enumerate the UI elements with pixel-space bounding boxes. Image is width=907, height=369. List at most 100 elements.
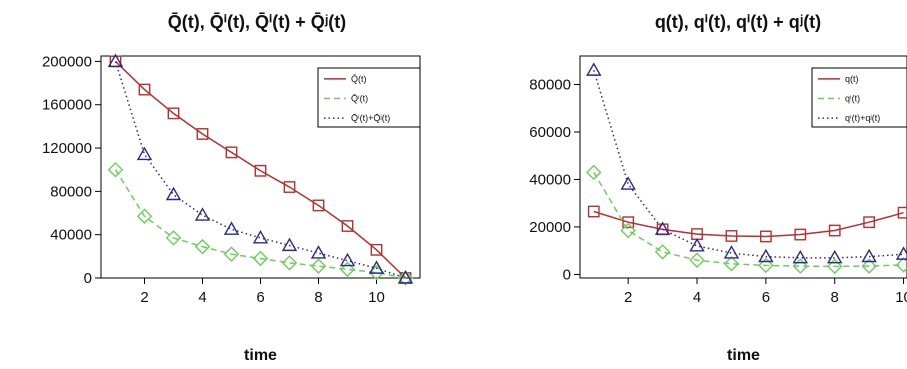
- data-point: [310, 245, 327, 259]
- series-line: [593, 171, 904, 268]
- data-point: [138, 83, 151, 96]
- data-point: [339, 261, 356, 278]
- data-point: [758, 248, 774, 263]
- data-point: [689, 252, 705, 268]
- y-tick-label: 80000: [529, 76, 571, 93]
- data-point: [107, 161, 124, 178]
- data-point: [723, 256, 740, 272]
- data-point: [283, 181, 296, 193]
- x-axis-label: time: [244, 347, 277, 364]
- y-tick-label: 200000: [42, 53, 92, 70]
- legend-entry: Q̄ⁱ(t)+Q̄ʲ(t): [351, 113, 390, 123]
- data-point: [196, 128, 209, 140]
- y-tick-label: 20000: [529, 219, 571, 236]
- legend-entry: qⁱ(t)+qʲ(t): [845, 113, 880, 123]
- legend-entry: qⁱ(t): [845, 93, 860, 103]
- data-point: [370, 243, 383, 256]
- series-line: [593, 210, 904, 238]
- data-point: [368, 260, 385, 274]
- legend: Q̄(t) Q̄ⁱ(t) Q̄ⁱ(t)+Q̄ʲ(t): [317, 67, 421, 128]
- data-point: [828, 224, 841, 237]
- data-point: [223, 221, 240, 235]
- legend-box: [317, 67, 421, 128]
- x-tick-label: 8: [831, 289, 839, 306]
- data-point: [861, 258, 877, 274]
- data-point: [792, 249, 809, 264]
- data-point: [654, 221, 671, 235]
- data-point: [689, 238, 705, 252]
- data-point: [281, 237, 298, 252]
- data-point: [895, 257, 907, 273]
- right-chart-panel: q(t), qⁱ(t), qⁱ(t) + qʲ(t) 0 20000 40000 600…: [529, 12, 907, 364]
- legend-entry: Q̄ⁱ(t): [351, 93, 368, 103]
- data-point: [895, 246, 907, 260]
- data-point: [252, 230, 269, 244]
- legend-box: [811, 67, 907, 128]
- x-tick-label: 10: [368, 289, 385, 306]
- data-point: [586, 62, 602, 76]
- y-tick-label: 120000: [42, 140, 92, 157]
- data-point: [620, 176, 636, 190]
- x-tick-label: 4: [693, 289, 701, 306]
- y-tick-label: 0: [84, 270, 92, 287]
- data-point: [620, 222, 636, 239]
- data-point: [136, 146, 153, 161]
- legend-entry: q(t): [845, 74, 859, 84]
- data-point: [339, 252, 356, 267]
- plot-box: [579, 55, 907, 279]
- data-point: [586, 164, 602, 181]
- data-point: [827, 249, 843, 264]
- data-point: [223, 246, 240, 262]
- data-point: [312, 199, 325, 212]
- data-point: [861, 248, 877, 263]
- data-point: [397, 270, 414, 286]
- data-point: [723, 245, 740, 259]
- data-point: [587, 205, 600, 218]
- x-tick-label: 4: [198, 289, 206, 306]
- x-tick-label: 8: [314, 289, 322, 306]
- data-point: [341, 220, 354, 232]
- data-point: [794, 228, 807, 241]
- data-point: [136, 208, 153, 225]
- data-point: [167, 107, 180, 120]
- y-tick-label: 0: [563, 266, 571, 283]
- legend: q(t) qⁱ(t) qⁱ(t)+qʲ(t): [811, 67, 907, 128]
- data-point: [622, 216, 635, 229]
- data-point: [254, 164, 267, 177]
- data-point: [725, 230, 738, 242]
- y-tick-label: 40000: [50, 227, 92, 244]
- y-tick-label: 40000: [529, 171, 571, 188]
- data-point: [194, 238, 211, 255]
- data-point: [281, 255, 298, 271]
- data-point: [397, 270, 414, 284]
- legend-entry: Q̄(t): [351, 74, 367, 84]
- y-tick-label: 60000: [529, 124, 571, 141]
- data-point: [759, 230, 772, 243]
- y-tick-label: 160000: [42, 97, 92, 114]
- x-tick-label: 2: [140, 289, 148, 306]
- chart-title: q(t), qⁱ(t), qⁱ(t) + qʲ(t): [655, 12, 821, 32]
- data-point: [792, 258, 809, 274]
- data-point: [310, 258, 327, 274]
- data-point: [863, 216, 876, 229]
- data-point: [165, 186, 182, 201]
- series-line: [114, 61, 406, 279]
- y-tick-label: 80000: [50, 183, 92, 200]
- x-tick-label: 6: [256, 289, 264, 306]
- x-tick-label: 10: [895, 289, 907, 306]
- x-tick-label: 2: [624, 289, 632, 306]
- series-line: [114, 60, 407, 279]
- data-point: [897, 206, 907, 219]
- series-line: [593, 70, 904, 259]
- data-point: [194, 207, 211, 221]
- x-axis-label: time: [727, 347, 760, 364]
- left-chart-panel: Q̄(t), Q̄ⁱ(t), Q̄ⁱ(t) + Q̄ʲ(t) 0 40000 8000…: [42, 12, 421, 364]
- data-point: [826, 258, 843, 275]
- data-point: [107, 53, 124, 67]
- x-tick-label: 6: [762, 289, 770, 306]
- series-line: [114, 169, 406, 279]
- data-point: [758, 257, 774, 274]
- chart-title: Q̄(t), Q̄ⁱ(t), Q̄ⁱ(t) + Q̄ʲ(t): [168, 12, 346, 32]
- data-point: [654, 244, 671, 260]
